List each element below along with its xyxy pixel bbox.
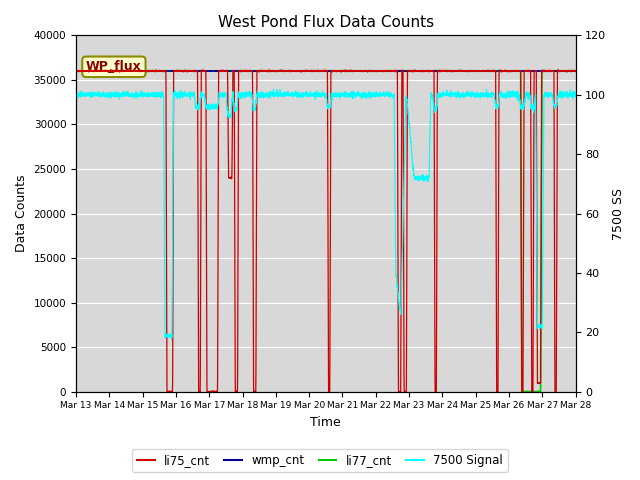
Y-axis label: Data Counts: Data Counts	[15, 175, 28, 252]
X-axis label: Time: Time	[310, 416, 341, 429]
Text: WP_flux: WP_flux	[86, 60, 142, 73]
Y-axis label: 7500 SS: 7500 SS	[612, 188, 625, 240]
Legend: li75_cnt, wmp_cnt, li77_cnt, 7500 Signal: li75_cnt, wmp_cnt, li77_cnt, 7500 Signal	[132, 449, 508, 472]
Title: West Pond Flux Data Counts: West Pond Flux Data Counts	[218, 15, 434, 30]
